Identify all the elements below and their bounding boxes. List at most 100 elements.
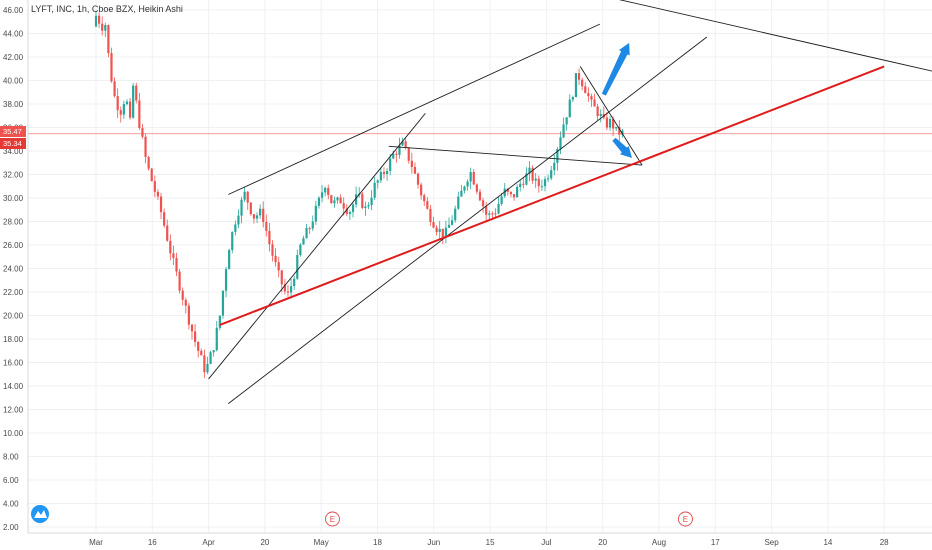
candle-body (426, 201, 429, 209)
earnings-marker-label: E (683, 515, 688, 524)
candle-body (382, 171, 386, 175)
candle-body (132, 85, 135, 118)
y-tick-label: 44.00 (3, 30, 24, 39)
price-badge-upper (0, 126, 26, 137)
earnings-marker[interactable]: E (325, 511, 340, 527)
candle-body (209, 352, 212, 364)
candle-body (128, 101, 132, 118)
y-tick-label: 4.00 (3, 500, 19, 509)
x-tick-label: 18 (373, 538, 382, 547)
y-tick-label: 14.00 (3, 382, 24, 391)
candle-body (104, 25, 107, 31)
candle-body (621, 130, 624, 135)
trendline[interactable] (388, 145, 643, 166)
candle-body (503, 188, 506, 197)
candle-series (94, 11, 624, 379)
y-tick-label: 6.00 (3, 476, 19, 485)
earnings-marker-label: E (330, 515, 335, 524)
candle-body (268, 230, 271, 245)
trendline[interactable] (208, 113, 426, 380)
candle-body (289, 286, 293, 293)
candle-body (348, 212, 352, 214)
candle-body (519, 183, 522, 187)
trendline[interactable] (579, 66, 643, 166)
x-axis: Mar 16 Apr 20 May 18 Jun 15 Jul 20 Aug 17 Sep 14 28 (27, 0, 932, 547)
candle-body (302, 238, 305, 245)
candle-body (416, 173, 420, 185)
candle-body (364, 206, 367, 209)
candle-body (150, 168, 153, 182)
y-tick-label: 12.00 (3, 406, 24, 415)
candle-body (286, 291, 290, 293)
y-tick-label: 10.00 (3, 429, 24, 438)
candle-body (296, 255, 299, 279)
candle-body (197, 341, 200, 351)
y-tick-label: 24.00 (3, 265, 24, 274)
candle-body (612, 119, 615, 129)
candle-body (522, 183, 525, 185)
arrow-up-icon (601, 42, 630, 96)
candle-body (429, 208, 432, 222)
candle-body (618, 126, 621, 135)
candle-body (420, 184, 423, 196)
candle-body (116, 96, 119, 111)
support-trendline[interactable] (219, 65, 885, 326)
candle-body (481, 200, 485, 207)
logo-icon[interactable] (31, 505, 49, 523)
candle-body (584, 86, 587, 94)
x-tick-label: Mar (89, 538, 103, 547)
candle-body (571, 97, 574, 100)
candle-body (240, 199, 243, 216)
earnings-marker[interactable]: E (678, 511, 693, 527)
trendline[interactable] (228, 36, 708, 404)
candle-body (395, 153, 398, 155)
candle-body (342, 203, 345, 209)
candle-body (506, 188, 509, 192)
candle-body (534, 178, 537, 181)
candle-body (246, 191, 249, 203)
candle-body (469, 172, 472, 182)
y-tick-label: 42.00 (3, 53, 24, 62)
trendline[interactable] (228, 23, 601, 195)
candle-body (581, 79, 584, 87)
x-tick-label: 14 (823, 538, 832, 547)
y-axis-panel[interactable] (0, 0, 28, 550)
candle-body (435, 227, 438, 233)
candle-body (497, 204, 500, 214)
candle-body (271, 244, 274, 256)
y-tick-label: 22.00 (3, 288, 24, 297)
candle-body (237, 215, 240, 225)
candle-body (305, 228, 308, 239)
candle-body (379, 171, 382, 181)
candle-body (432, 221, 435, 228)
candle-body (345, 208, 348, 214)
candle-body (543, 179, 547, 187)
candle-body (546, 178, 550, 180)
candle-body (262, 208, 265, 222)
candle-body (215, 327, 218, 351)
candle-body (361, 193, 364, 209)
candle-body (441, 228, 444, 238)
candle-body (224, 269, 228, 291)
trendline[interactable] (546, 0, 932, 105)
candle-body (401, 141, 404, 146)
trendlines[interactable] (208, 0, 932, 404)
candle-body (559, 137, 562, 149)
candle-body (144, 136, 147, 157)
candle-body (593, 99, 596, 107)
candle-body (500, 196, 503, 205)
x-tick-label: 16 (148, 538, 157, 547)
candle-body (175, 257, 178, 272)
candle-body (156, 191, 160, 197)
candle-body (166, 225, 169, 241)
x-tick-label: 20 (260, 538, 269, 547)
candle-body (228, 250, 231, 270)
candle-body (110, 53, 113, 82)
y-tick-label: 32.00 (3, 171, 24, 180)
candle-body (252, 214, 256, 219)
candle-body (488, 213, 491, 215)
candle-body (97, 15, 101, 24)
candle-body (553, 162, 556, 171)
